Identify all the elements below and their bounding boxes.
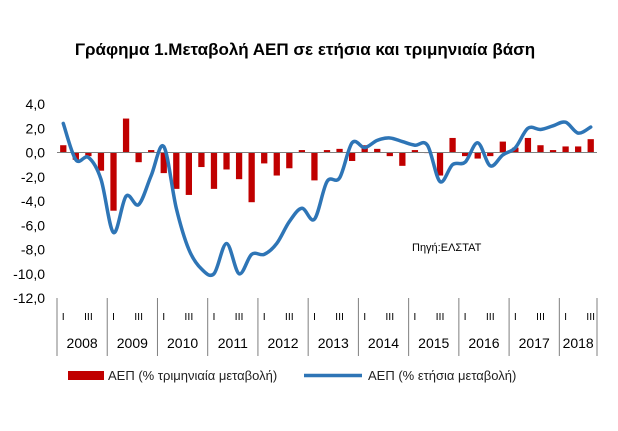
bar-quarterly-change [549,150,557,153]
legend-swatch-bar [68,371,104,380]
bar-quarterly-change [261,152,268,164]
bar-quarterly-change [411,150,419,153]
bar-quarterly-change [386,152,393,157]
quarter-mark: I [464,312,467,323]
bar-quarterly-change [462,152,469,157]
bar-quarterly-change [587,139,594,153]
year-label: 2016 [468,335,499,351]
quarter-mark: III [134,312,143,323]
y-tick-label: -8,0 [21,242,45,258]
source-note: Πηγή:ΕΛΣΤΑΤ [412,242,482,254]
bar-quarterly-change [110,152,117,211]
year-label: 2009 [117,335,148,351]
bar-quarterly-change [60,145,67,153]
quarter-mark: I [514,312,517,323]
bar-quarterly-change [474,152,481,159]
y-tick-label: 0,0 [26,145,46,161]
bar-quarterly-change [374,148,381,153]
year-label: 2018 [563,335,594,351]
bar-quarterly-change [198,152,205,168]
bar-quarterly-change [524,137,532,153]
bar-quarterly-change [298,150,306,153]
year-label: 2010 [167,335,198,351]
bar-quarterly-change [348,152,356,161]
bar-quarterly-change [499,141,506,153]
legend-label-line: ΑΕΠ (% ετήσια μεταβολή) [368,368,516,383]
y-axis: 4,0 2,0 0,0 -2,0 -4,0 -6,0 -8,0 -10,0 -12,0 [13,96,45,306]
y-tick-label: 2,0 [26,120,46,136]
bar-quarterly-change [336,148,343,153]
line-annual-change [61,120,593,278]
quarter-mark: I [363,312,366,323]
bar-quarterly-change [512,147,519,153]
quarter-mark: III [586,312,595,323]
bar-quarterly-change [537,145,544,153]
bar-quarterly-change [173,152,180,189]
bar-quarterly-change [148,150,155,153]
legend-label-bar: ΑΕΠ (% τριμηνιαία μεταβολή) [108,368,277,383]
year-label: 2013 [318,335,349,351]
bar-series-quarterly [60,118,594,211]
bar-quarterly-change [575,146,582,153]
quarter-mark: I [564,312,567,323]
quarter-mark: III [285,312,294,323]
y-tick-label: -4,0 [21,193,45,209]
bar-quarterly-change [436,152,444,176]
y-tick-label: 4,0 [26,96,46,112]
bar-quarterly-change [235,152,243,180]
quarter-mark: I [313,312,316,323]
line-series-annual [61,120,593,278]
quarter-mark: III [335,312,344,323]
quarter-mark: I [62,312,65,323]
legend: ΑΕΠ (% τριμηνιαία μεταβολή) ΑΕΠ (% ετήσι… [68,368,516,383]
quarter-mark: III [536,312,545,323]
bar-quarterly-change [248,152,255,203]
bar-quarterly-change [185,152,192,195]
y-tick-label: -12,0 [13,290,45,306]
year-label: 2008 [67,335,98,351]
bar-quarterly-change [323,150,331,153]
bar-quarterly-change [72,152,79,160]
quarter-mark: III [486,312,495,323]
bar-quarterly-change [562,146,569,153]
bar-quarterly-change [135,152,142,163]
bar-quarterly-change [399,152,406,166]
quarter-mark: III [436,312,445,323]
quarter-mark: III [235,312,244,323]
quarter-mark: III [385,312,394,323]
bar-quarterly-change [210,152,218,189]
bar-quarterly-change [122,118,130,153]
year-label: 2015 [418,335,449,351]
quarter-mark: III [184,312,193,323]
bar-quarterly-change [449,137,456,153]
year-label: 2014 [368,335,399,351]
y-tick-label: -6,0 [21,217,45,233]
bar-quarterly-change [160,152,167,174]
quarter-mark: I [413,312,416,323]
quarter-mark: I [263,312,266,323]
y-tick-label: -10,0 [13,266,45,282]
year-label: 2011 [218,335,248,351]
bar-quarterly-change [273,152,280,176]
quarter-mark: I [213,312,216,323]
year-label: 2017 [519,335,550,351]
quarter-mark: III [84,312,93,323]
quarter-mark: I [112,312,115,323]
bar-quarterly-change [223,152,230,170]
bar-quarterly-change [311,152,318,181]
bar-quarterly-change [97,152,105,171]
bar-quarterly-change [286,152,293,169]
y-tick-label: -2,0 [21,169,45,185]
bar-quarterly-change [487,152,494,157]
quarter-mark: I [162,312,165,323]
bar-quarterly-change [85,152,92,157]
year-label: 2012 [267,335,298,351]
chart-title: Γράφημα 1.Μεταβολή ΑΕΠ σε ετήσια και τρι… [74,40,536,59]
